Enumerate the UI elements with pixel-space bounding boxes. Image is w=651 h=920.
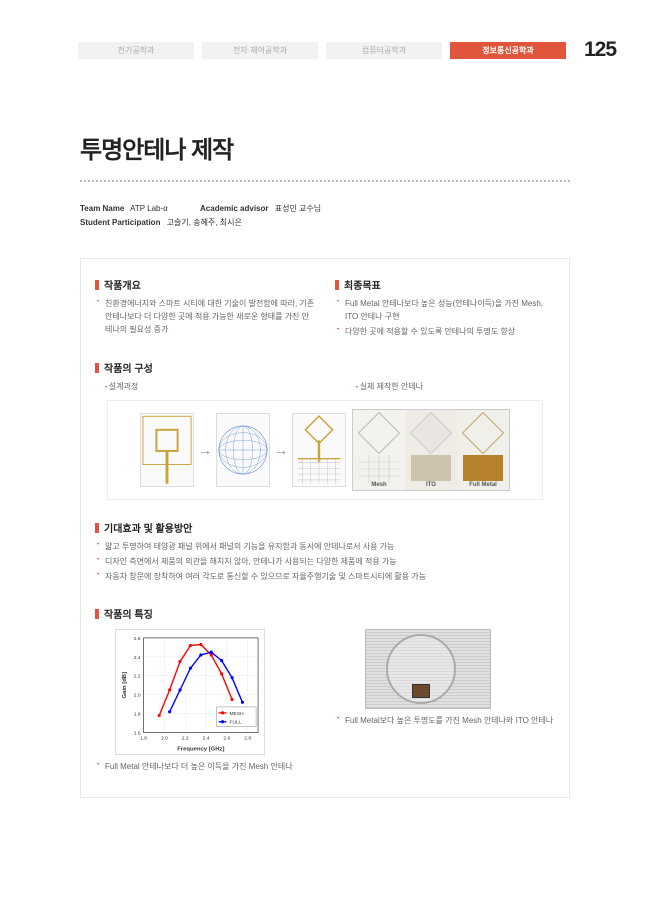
svg-text:1.6: 1.6 <box>134 730 141 736</box>
svg-text:Frequency [GHz]: Frequency [GHz] <box>177 746 224 752</box>
advisor-value: 표성민 교수님 <box>275 204 321 213</box>
svg-text:2.6: 2.6 <box>134 636 141 642</box>
feature-left: 1.82.02.22.42.62.81.61.82.02.22.42.6MESH… <box>95 629 295 773</box>
sample-full: Full Metal <box>457 410 509 490</box>
team-name-label: Team Name <box>80 204 124 213</box>
svg-text:2.4: 2.4 <box>134 655 141 661</box>
tab-dept-2[interactable]: 컴퓨터공학과 <box>326 42 442 59</box>
svg-text:2.8: 2.8 <box>244 735 251 741</box>
sample-mesh: Mesh <box>353 410 405 490</box>
features-row: 1.82.02.22.42.62.81.61.82.02.22.42.6MESH… <box>95 629 555 773</box>
overview-heading: 작품개요 <box>95 277 315 292</box>
page-title: 투명안테나 제작 <box>80 130 233 165</box>
tab-dept-1[interactable]: 전자·제어공학과 <box>202 42 318 59</box>
design-step-1 <box>140 413 194 487</box>
transparency-photo <box>365 629 491 709</box>
overview-section: 작품개요 친환경에너지와 스마트 시티에 대한 기술이 발전함에 따라, 기존 … <box>95 277 315 340</box>
content-box: 작품개요 친환경에너지와 스마트 시티에 대한 기술이 발전함에 따라, 기존 … <box>80 258 570 798</box>
sample-ito: ITO <box>405 410 457 490</box>
goal-bullet-1: 다양한 곳에 적용할 수 있도록 안테나의 투명도 향상 <box>335 326 555 339</box>
svg-text:FULL: FULL <box>229 720 241 726</box>
comp-label-left: 설계과정 <box>95 381 346 392</box>
svg-text:2.2: 2.2 <box>134 674 141 680</box>
svg-text:2.0: 2.0 <box>161 735 168 741</box>
participation-label: Student Participation <box>80 218 160 227</box>
design-step-3 <box>292 413 346 487</box>
svg-text:2.2: 2.2 <box>182 735 189 741</box>
meta-block: Team Name ATP Lab-α Academic advisor 표성민… <box>80 203 570 231</box>
gain-chart: 1.82.02.22.42.62.81.61.82.02.22.42.6MESH… <box>115 629 265 755</box>
page-number: 125 <box>584 38 616 62</box>
goal-section: 최종목표 Full Metal 안테나보다 높은 성능(안테나이득)을 가진 M… <box>335 277 555 340</box>
effects-bullet-1: 디자인 측면에서 제품의 외관을 해치지 않아, 안테나가 사용되는 다양한 제… <box>95 556 555 569</box>
feature-right: Full Metal보다 높은 투명도를 가진 Mesh 안테나와 ITO 안테… <box>335 629 555 773</box>
effects-heading: 기대효과 및 활용방안 <box>95 520 555 535</box>
svg-text:2.4: 2.4 <box>203 735 210 741</box>
feature-caption-left: Full Metal 안테나보다 더 높은 이득을 가진 Mesh 안테나 <box>95 761 295 773</box>
composition-figure: → → <box>107 400 543 500</box>
arrow-icon: → <box>274 442 288 458</box>
svg-text:2.6: 2.6 <box>223 735 230 741</box>
svg-text:1.8: 1.8 <box>140 735 147 741</box>
svg-text:1.8: 1.8 <box>134 711 141 717</box>
sample-mesh-label: Mesh <box>353 482 405 488</box>
features-heading: 작품의 특징 <box>95 606 555 621</box>
sample-ito-label: ITO <box>405 482 457 488</box>
dept-tabs: 전기공학과 전자·제어공학과 컴퓨터공학과 정보통신공학과 <box>78 42 566 59</box>
overview-bullet-0: 친환경에너지와 스마트 시티에 대한 기술이 발전함에 따라, 기존 안테나보다… <box>95 298 315 336</box>
effects-bullet-0: 얇고 투명하여 태양광 패널 위에서 패널의 기능을 유지함과 동시에 안테나로… <box>95 541 555 554</box>
effects-bullet-2: 자동차 창문에 장착하여 여러 각도로 통신할 수 있으므로 자율주행기술 및 … <box>95 571 555 584</box>
svg-text:2.0: 2.0 <box>134 692 141 698</box>
participation-value: 고슬기, 송혜주, 최시은 <box>167 218 242 227</box>
arrow-icon: → <box>198 442 212 458</box>
title-divider <box>80 180 570 182</box>
tab-dept-3[interactable]: 정보통신공학과 <box>450 42 566 59</box>
goal-heading: 최종목표 <box>335 277 555 292</box>
sample-photos: Mesh ITO Full Metal <box>352 409 510 491</box>
design-step-2 <box>216 413 270 487</box>
composition-heading: 작품의 구성 <box>95 360 555 375</box>
advisor-label: Academic advisor <box>200 204 268 213</box>
svg-text:Gain [dB]: Gain [dB] <box>122 672 128 699</box>
goal-bullet-0: Full Metal 안테나보다 높은 성능(안테나이득)을 가진 Mesh, … <box>335 298 555 324</box>
sample-full-label: Full Metal <box>457 482 509 488</box>
svg-text:MESH: MESH <box>229 711 244 717</box>
comp-label-right: 실제 제작한 안테나 <box>346 381 555 392</box>
feature-caption-right: Full Metal보다 높은 투명도를 가진 Mesh 안테나와 ITO 안테… <box>335 715 555 727</box>
tab-dept-0[interactable]: 전기공학과 <box>78 42 194 59</box>
team-name-value: ATP Lab-α <box>130 204 168 213</box>
